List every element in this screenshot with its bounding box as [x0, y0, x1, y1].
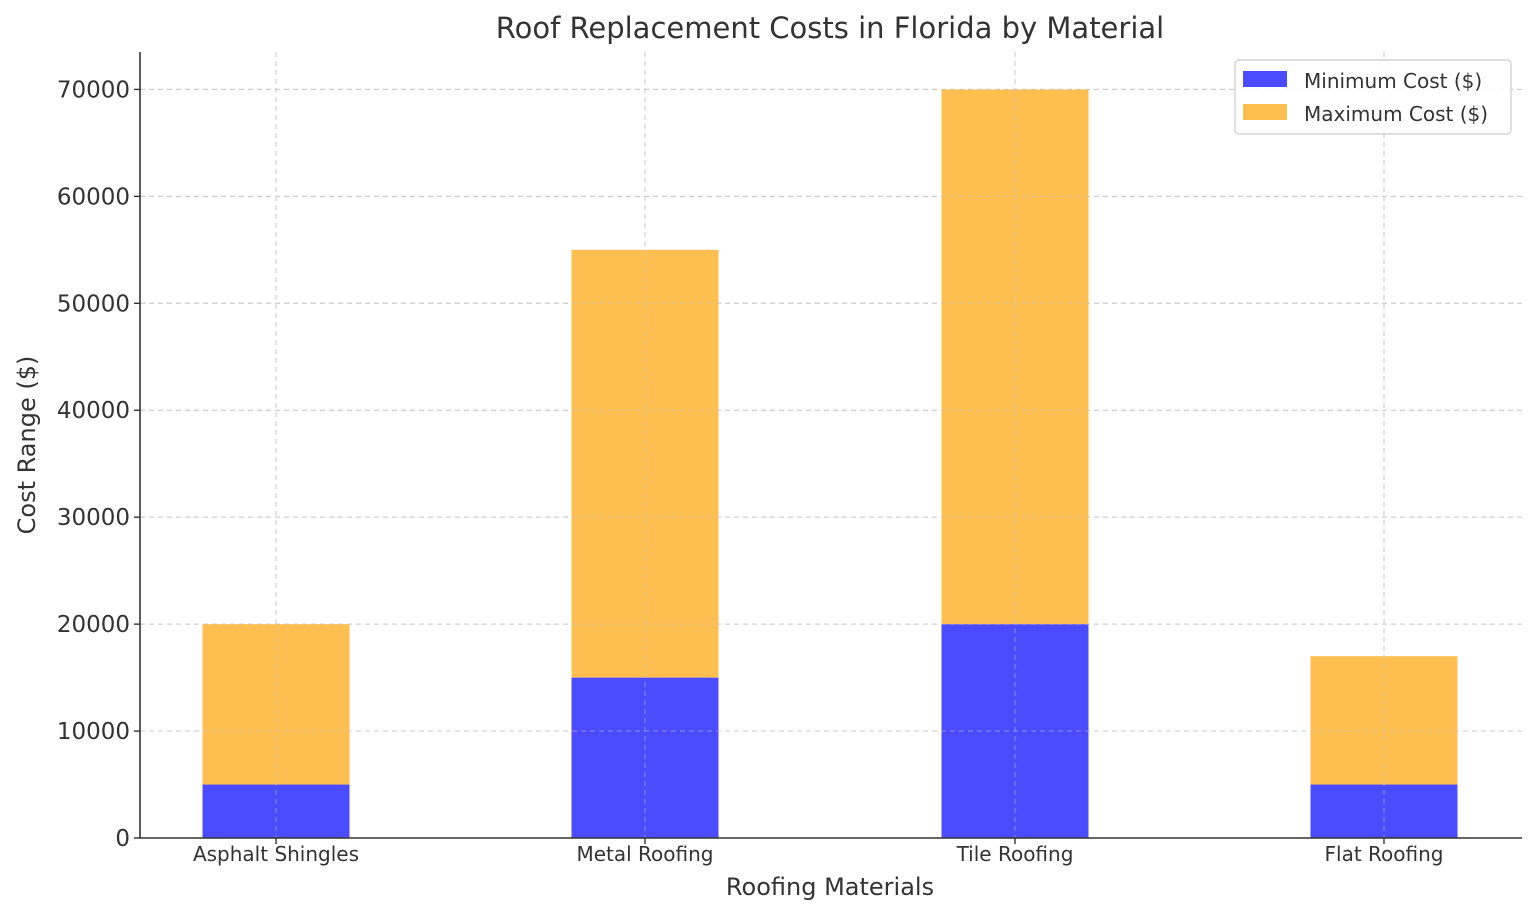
legend-swatch-minimum	[1243, 71, 1287, 87]
y-tick-label: 40000	[57, 398, 130, 424]
y-tick-label: 60000	[57, 184, 130, 210]
legend-label-maximum: Maximum Cost ($)	[1304, 102, 1488, 126]
grid-overlay	[140, 52, 1522, 838]
legend-frame	[1234, 59, 1512, 135]
y-tick-label: 50000	[57, 291, 130, 317]
x-tick-label: Metal Roofing	[576, 842, 713, 866]
y-tick-label: 30000	[57, 505, 130, 531]
y-ticks: 0 10000 20000 30000 40000 50000 60000 70000	[57, 77, 140, 852]
bars	[202, 89, 1458, 838]
x-tick-label: Flat Roofing	[1325, 842, 1444, 866]
y-tick-label: 70000	[57, 77, 130, 103]
y-tick-label: 20000	[57, 612, 130, 638]
legend-label-minimum: Minimum Cost ($)	[1304, 69, 1482, 93]
legend: Minimum Cost ($) Maximum Cost ($)	[1234, 59, 1512, 135]
y-tick-label: 10000	[57, 719, 130, 745]
x-ticks: Asphalt Shingles Metal Roofing Tile Roofin…	[193, 838, 1444, 866]
axes	[139, 52, 1522, 839]
x-tick-label: Asphalt Shingles	[193, 842, 359, 866]
chart-title: Roof Replacement Costs in Florida by Mat…	[496, 11, 1164, 45]
x-axis-label: Roofing Materials	[726, 873, 934, 901]
bar-maximum-1	[571, 249, 719, 678]
legend-swatch-maximum	[1243, 104, 1287, 120]
y-axis-label: Cost Range ($)	[13, 356, 41, 535]
y-tick-label: 0	[115, 826, 130, 852]
x-tick-label: Tile Roofing	[956, 842, 1074, 866]
